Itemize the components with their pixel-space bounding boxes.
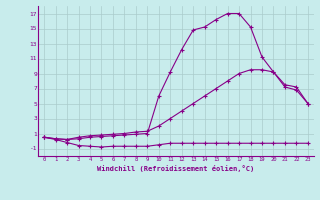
X-axis label: Windchill (Refroidissement éolien,°C): Windchill (Refroidissement éolien,°C) [97, 165, 255, 172]
